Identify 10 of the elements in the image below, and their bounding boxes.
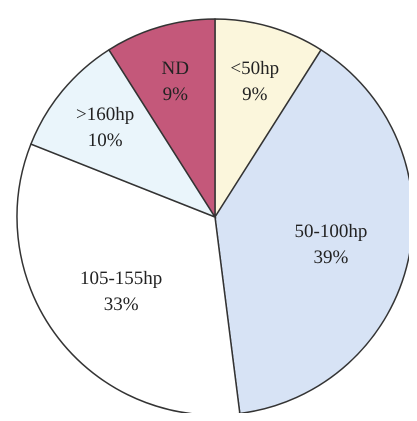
data-label: 9% [162, 84, 188, 106]
slice-label: 50-100hp [294, 220, 368, 242]
slice-label: 105-155hp [80, 268, 162, 289]
slice-label: ND [162, 58, 189, 80]
data-label: 33% [104, 294, 139, 315]
data-label: 10% [88, 130, 123, 152]
data-label: 39% [314, 246, 349, 268]
data-label: 9% [242, 84, 268, 106]
slice-label: >160hp [76, 104, 134, 126]
slice-label: <50hp [230, 58, 280, 80]
